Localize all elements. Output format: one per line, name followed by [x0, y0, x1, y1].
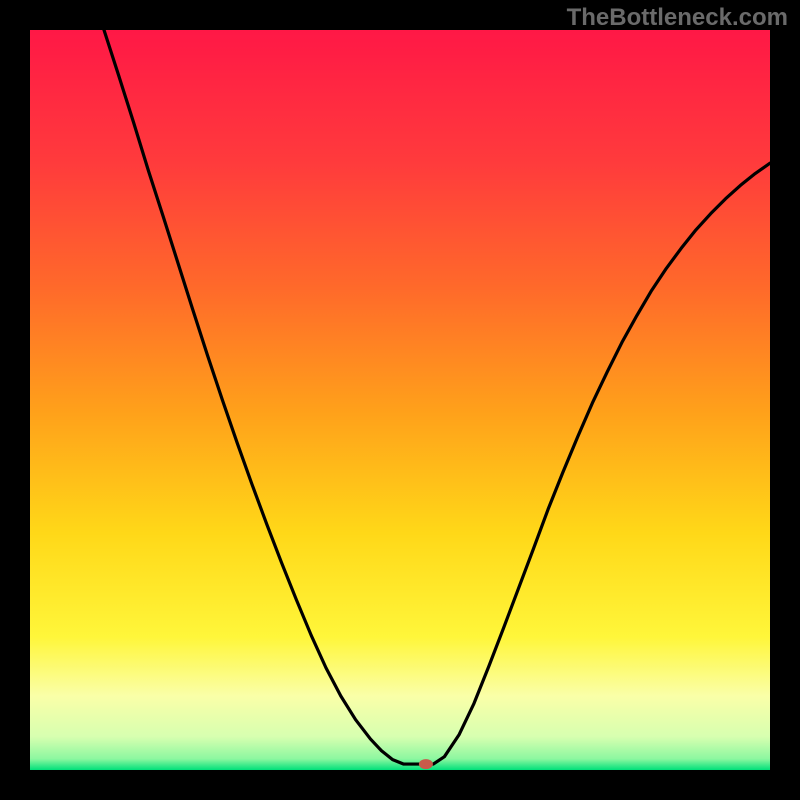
gradient-bg	[30, 30, 770, 770]
chart-outer: TheBottleneck.com	[0, 0, 800, 800]
chart-svg	[30, 30, 770, 770]
plot-area	[30, 30, 770, 770]
min-marker	[419, 759, 433, 769]
watermark-text: TheBottleneck.com	[567, 4, 788, 32]
